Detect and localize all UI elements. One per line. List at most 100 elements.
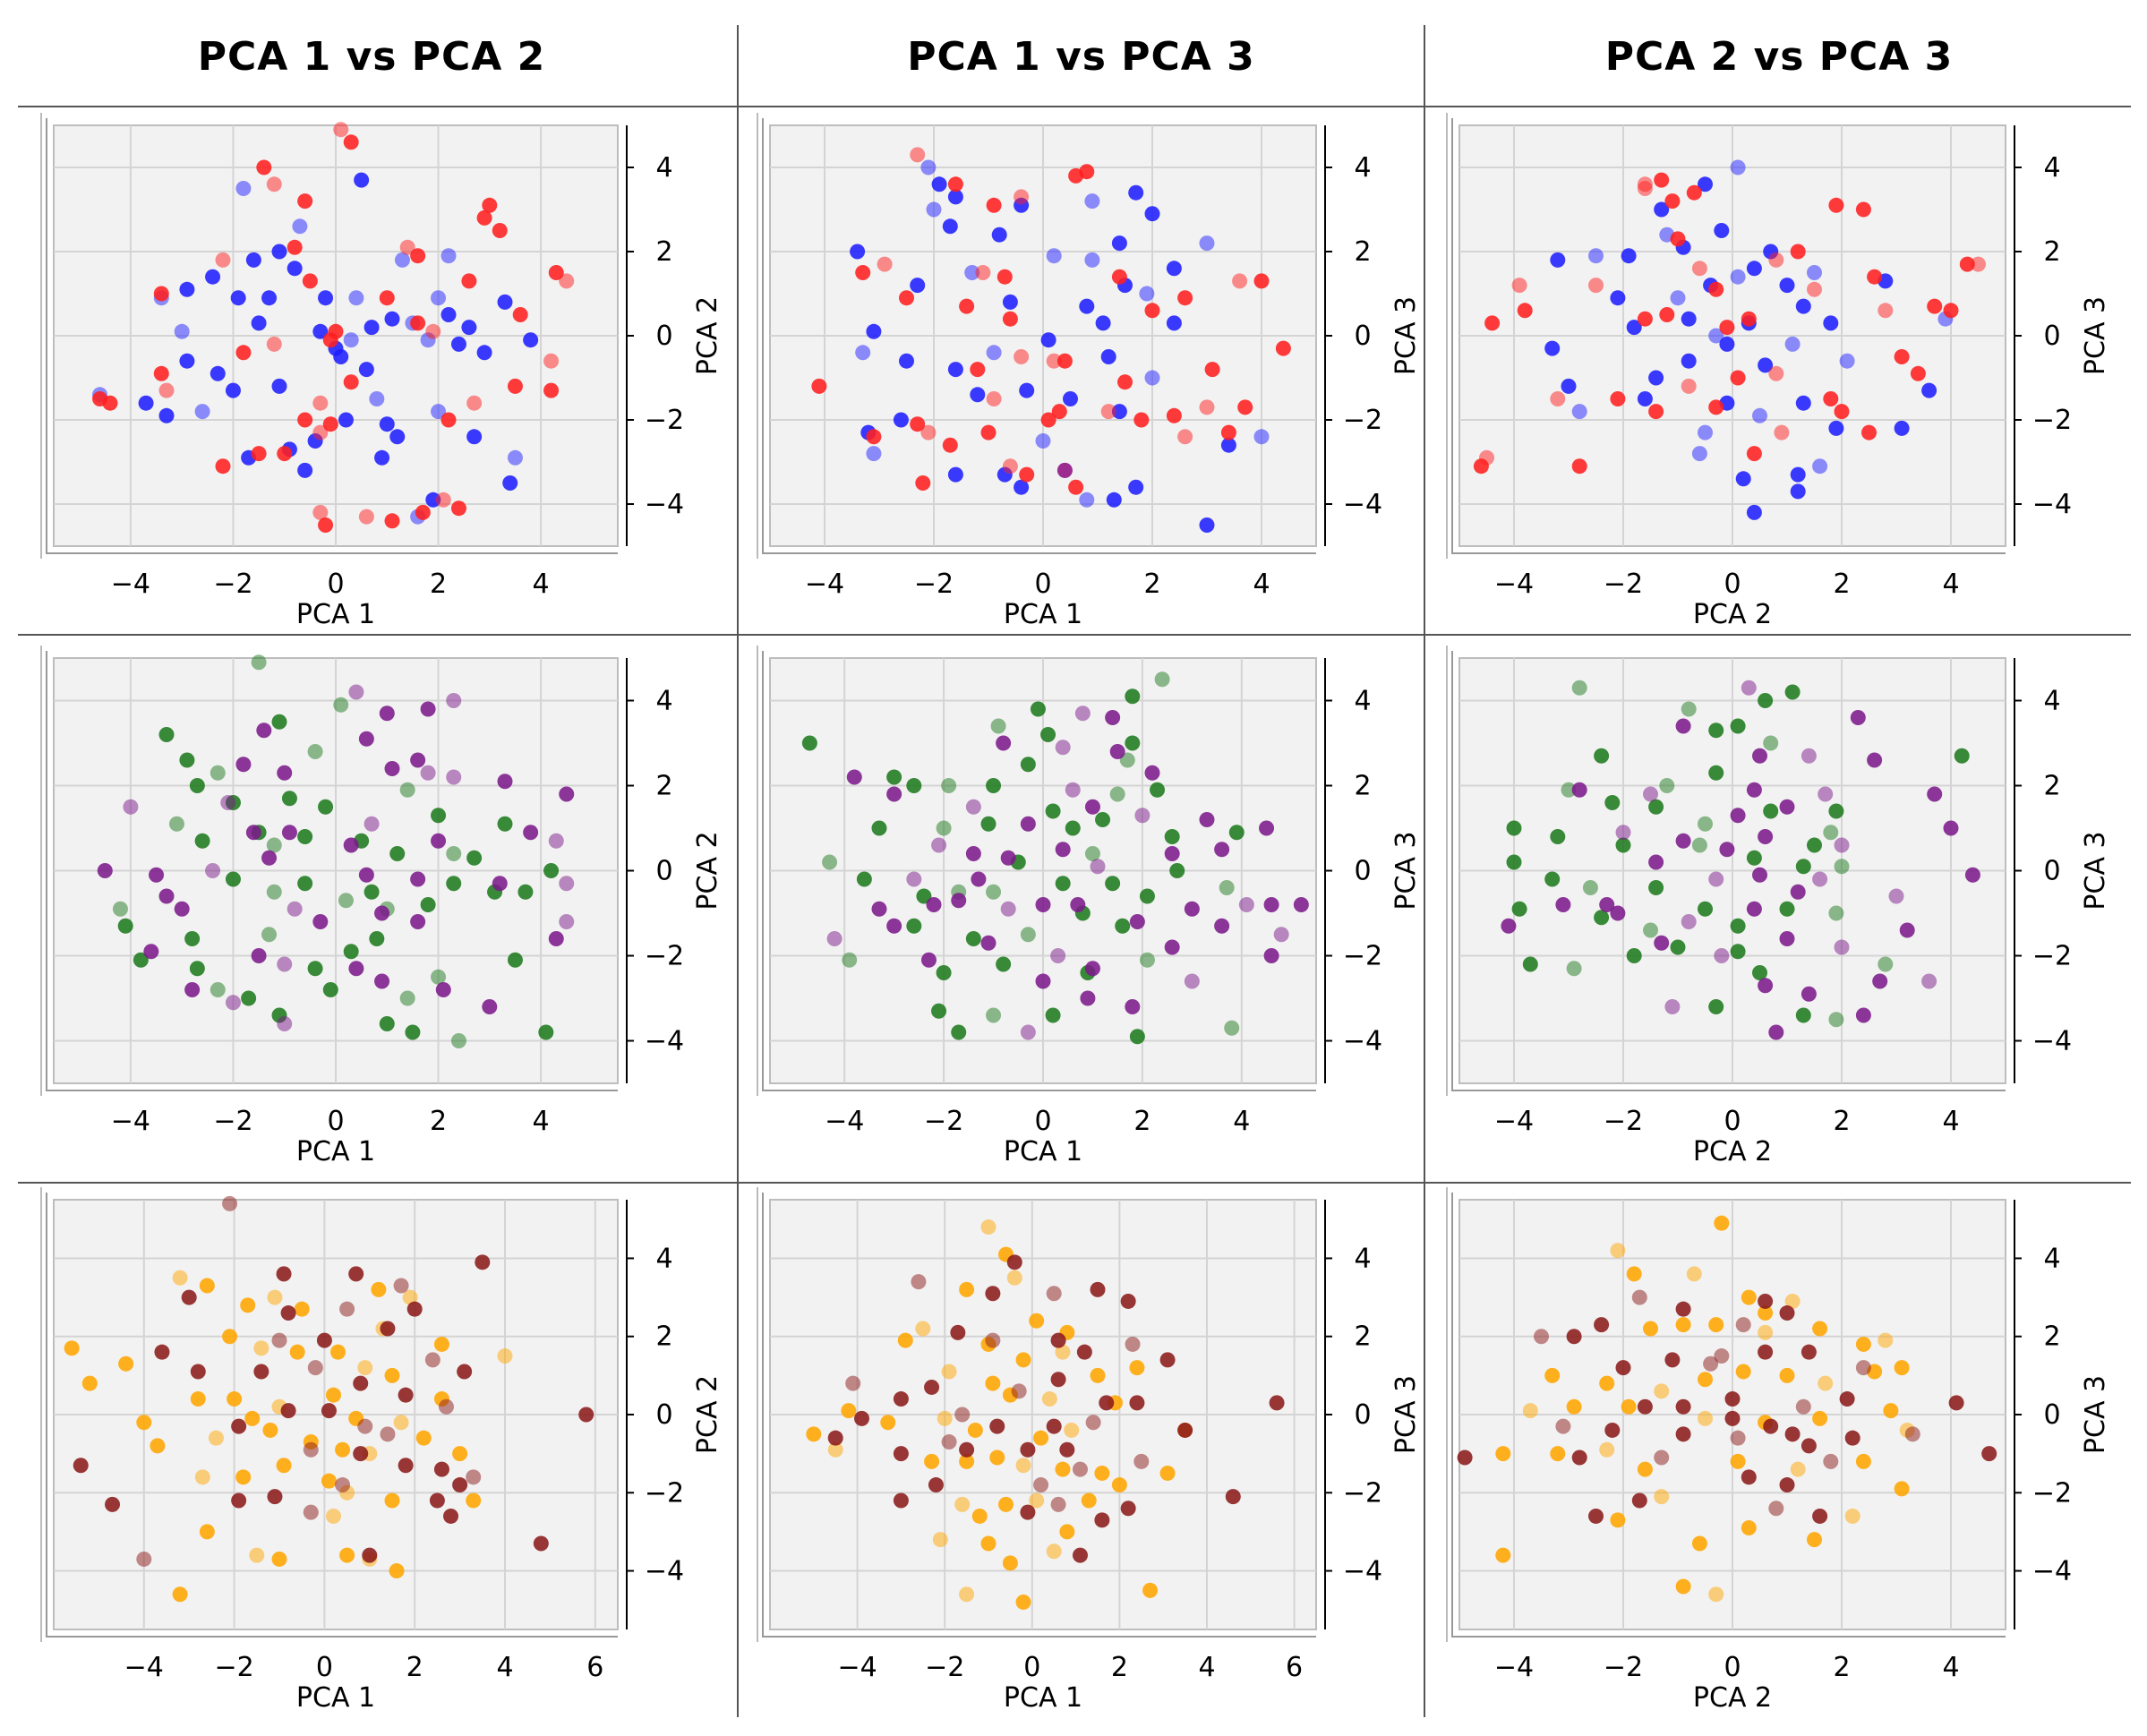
point-green — [446, 876, 462, 892]
column-header-1: PCA 1 vs PCA 2 — [197, 34, 546, 80]
point-brown — [1046, 1418, 1062, 1434]
point-orange — [959, 1586, 975, 1603]
point-orange — [1550, 1446, 1566, 1462]
point-red — [910, 416, 926, 432]
point-purple — [1758, 829, 1774, 844]
point-green — [1139, 888, 1155, 904]
point-red — [1878, 303, 1894, 319]
point-brown — [1801, 1438, 1817, 1454]
point-purple — [184, 982, 201, 997]
y-tick-label: 0 — [655, 321, 672, 352]
point-green — [1084, 846, 1100, 861]
point-purple — [1144, 765, 1160, 781]
point-purple — [1259, 820, 1275, 836]
point-purple — [1050, 948, 1066, 963]
point-green — [1758, 693, 1774, 708]
point-red — [1894, 349, 1910, 364]
point-brown — [222, 1195, 238, 1211]
point-red — [947, 176, 963, 192]
y-tick-label: 0 — [1354, 856, 1371, 887]
y-tick-label: 4 — [2043, 152, 2060, 184]
point-blue — [394, 252, 410, 268]
point-blue — [194, 404, 210, 420]
point-purple — [920, 952, 937, 968]
point-purple — [446, 693, 462, 708]
point-brown — [276, 1266, 292, 1282]
point-brown — [1059, 1441, 1075, 1458]
point-brown — [438, 1398, 454, 1415]
point-blue — [461, 320, 477, 336]
point-red — [1659, 307, 1675, 322]
x-tick-label: −4 — [1494, 1652, 1534, 1683]
x-tick-label: 4 — [1198, 1652, 1215, 1683]
point-purple — [374, 905, 390, 921]
x-tick-label: 4 — [1253, 569, 1270, 600]
point-red — [543, 353, 560, 369]
point-blue — [450, 336, 466, 352]
point-green — [1065, 820, 1081, 836]
point-blue — [1681, 353, 1697, 369]
point-red — [1959, 256, 1975, 272]
point-brown — [424, 1352, 441, 1368]
point-blue — [1014, 479, 1030, 495]
point-blue — [1100, 349, 1116, 364]
point-blue — [466, 429, 483, 445]
point-blue — [205, 269, 221, 285]
y-tick-label: 2 — [655, 1321, 672, 1353]
point-orange — [1807, 1532, 1822, 1548]
point-purple — [1790, 884, 1806, 900]
point-blue — [179, 353, 195, 369]
pane-frame — [1451, 1193, 2006, 1638]
point-purple — [497, 774, 513, 790]
point-green — [1708, 723, 1724, 739]
point-orange — [980, 1535, 997, 1552]
point-red — [1237, 399, 1253, 415]
point-blue — [210, 365, 226, 381]
point-green — [1763, 803, 1779, 819]
point-red — [866, 429, 882, 445]
point-orange — [1894, 1481, 1910, 1497]
point-green — [1659, 778, 1675, 793]
point-green — [338, 893, 354, 909]
point-blue — [1095, 315, 1111, 331]
point-brown — [1099, 1395, 1115, 1411]
point-orange — [1006, 1270, 1022, 1286]
point-orange — [267, 1289, 283, 1305]
point-brown — [1784, 1426, 1801, 1442]
point-green — [497, 816, 513, 832]
point-red — [410, 248, 426, 264]
point-orange — [1637, 1461, 1653, 1477]
point-orange — [497, 1348, 513, 1364]
point-red — [343, 134, 359, 150]
point-orange — [1610, 1243, 1626, 1259]
point-green — [1746, 850, 1762, 866]
point-green — [538, 1024, 554, 1040]
point-brown — [853, 1410, 869, 1426]
point-orange — [271, 1551, 287, 1567]
point-green — [184, 931, 201, 946]
point-purple — [149, 867, 165, 883]
point-brown — [1566, 1329, 1582, 1345]
point-green — [241, 990, 257, 1006]
y-axis-label: PCA 3 — [1390, 1375, 1422, 1454]
point-blue — [1691, 446, 1707, 462]
point-brown — [1904, 1426, 1920, 1442]
point-red — [1511, 278, 1527, 294]
point-red — [1910, 365, 1926, 381]
point-blue — [1621, 248, 1637, 264]
point-green — [117, 918, 133, 934]
point-orange — [1015, 1352, 1031, 1368]
point-green — [916, 888, 932, 904]
point-blue — [1795, 298, 1811, 314]
point-green — [1550, 829, 1566, 844]
point-red — [215, 458, 231, 475]
point-purple — [143, 944, 159, 960]
point-green — [225, 871, 241, 887]
point-purple — [1125, 999, 1141, 1014]
x-tick-label: −4 — [837, 1652, 877, 1683]
point-blue — [1063, 391, 1078, 406]
point-orange — [1626, 1266, 1642, 1282]
point-blue — [379, 416, 395, 432]
